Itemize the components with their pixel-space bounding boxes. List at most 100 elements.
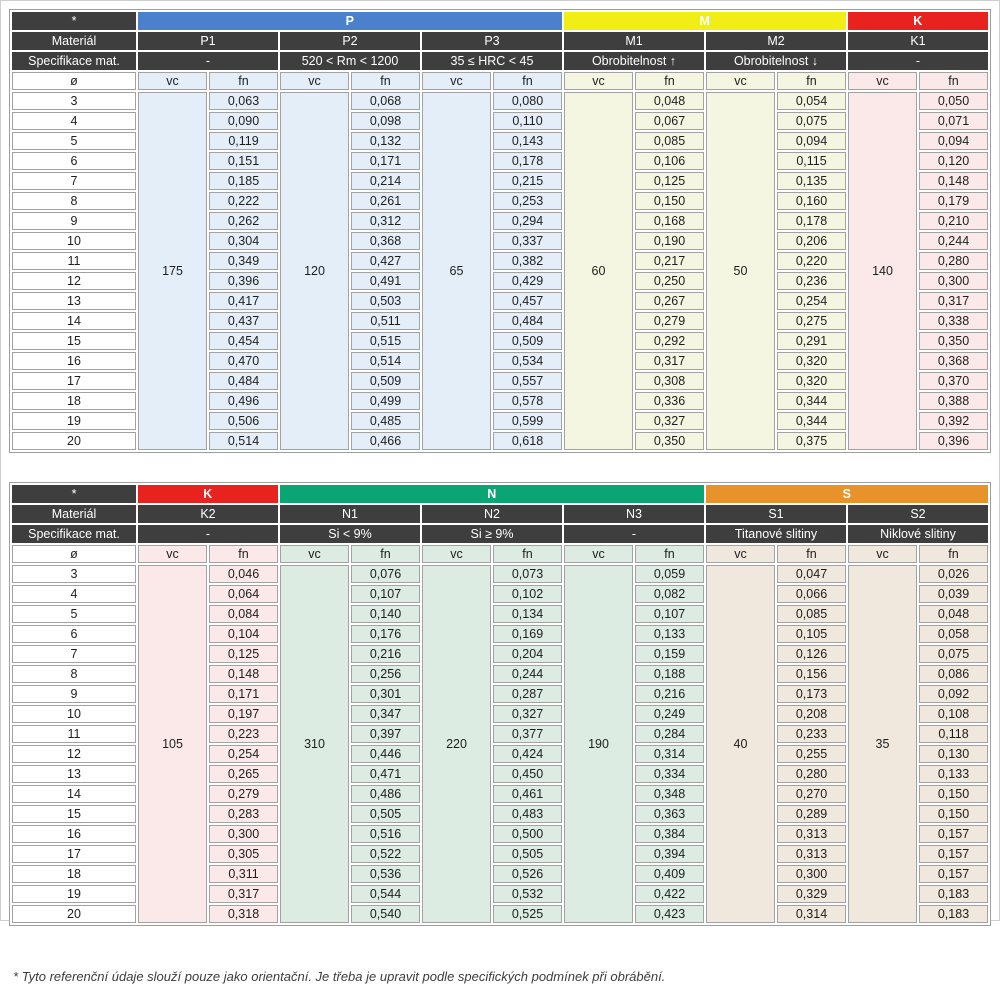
vc-value-cell-N2: 220 [422,565,491,923]
fn-value-cell-N2: 0,327 [493,705,562,723]
vc-value-cell-N3: 190 [564,565,633,923]
fn-value-cell-S1: 0,105 [777,625,846,643]
fn-value-cell-N2: 0,461 [493,785,562,803]
fn-value-cell-S1: 0,270 [777,785,846,803]
fn-value-cell-K1: 0,210 [919,212,988,230]
fn-value-cell-M1: 0,279 [635,312,704,330]
fn-value-cell-K2: 0,254 [209,745,278,763]
corner-star-header: * [12,485,136,503]
material-header-M2: M2 [706,32,846,50]
fn-value-cell-K1: 0,094 [919,132,988,150]
fn-value-cell-P1: 0,151 [209,152,278,170]
spec-header-P1: - [138,52,278,70]
fn-value-cell-P1: 0,484 [209,372,278,390]
material-header-K2: K2 [138,505,278,523]
fn-value-cell-P3: 0,457 [493,292,562,310]
fn-value-cell-K2: 0,317 [209,885,278,903]
fn-value-cell-S2: 0,026 [919,565,988,583]
fn-value-cell-N3: 0,249 [635,705,704,723]
fn-value-cell-K2: 0,064 [209,585,278,603]
fn-value-cell-P2: 0,503 [351,292,420,310]
fn-value-cell-N3: 0,314 [635,745,704,763]
fn-value-cell-S2: 0,092 [919,685,988,703]
fn-value-cell-M1: 0,125 [635,172,704,190]
fn-value-cell-M1: 0,150 [635,192,704,210]
fn-value-cell-M1: 0,217 [635,252,704,270]
fn-value-cell-M1: 0,168 [635,212,704,230]
fn-value-cell-N1: 0,522 [351,845,420,863]
cutting-data-table-bottom: * K N S Materiál K2 N1 N2 N3 S1 S2 Specifikace mat.… [9,482,991,926]
fn-value-cell-P1: 0,090 [209,112,278,130]
vc-column-header-P3: vc [422,72,491,90]
fn-value-cell-N2: 0,424 [493,745,562,763]
fn-value-cell-N1: 0,505 [351,805,420,823]
diameter-cell: 11 [12,725,136,743]
fn-value-cell-N3: 0,216 [635,685,704,703]
diameter-cell: 5 [12,132,136,150]
fn-value-cell-M2: 0,094 [777,132,846,150]
fn-value-cell-N1: 0,516 [351,825,420,843]
fn-value-cell-N2: 0,526 [493,865,562,883]
fn-value-cell-N3: 0,348 [635,785,704,803]
fn-value-cell-N1: 0,176 [351,625,420,643]
diameter-cell: 9 [12,212,136,230]
fn-value-cell-N1: 0,216 [351,645,420,663]
fn-value-cell-P1: 0,470 [209,352,278,370]
fn-value-cell-K1: 0,300 [919,272,988,290]
fn-value-cell-P3: 0,294 [493,212,562,230]
fn-value-cell-P2: 0,515 [351,332,420,350]
spec-header-S2: Niklové slitiny [848,525,988,543]
fn-value-cell-P1: 0,454 [209,332,278,350]
fn-value-cell-K2: 0,318 [209,905,278,923]
diameter-cell: 7 [12,645,136,663]
fn-column-header-P2: fn [351,72,420,90]
diameter-cell: 3 [12,565,136,583]
fn-value-cell-S2: 0,048 [919,605,988,623]
diameter-cell: 10 [12,232,136,250]
fn-value-cell-M1: 0,317 [635,352,704,370]
fn-value-cell-P1: 0,496 [209,392,278,410]
fn-value-cell-S1: 0,047 [777,565,846,583]
fn-value-cell-N1: 0,446 [351,745,420,763]
fn-value-cell-S2: 0,183 [919,885,988,903]
fn-value-cell-P2: 0,485 [351,412,420,430]
fn-value-cell-N2: 0,102 [493,585,562,603]
fn-value-cell-S1: 0,289 [777,805,846,823]
fn-value-cell-S2: 0,118 [919,725,988,743]
diameter-cell: 17 [12,845,136,863]
fn-value-cell-S1: 0,233 [777,725,846,743]
fn-value-cell-N3: 0,334 [635,765,704,783]
vc-value-cell-M1: 60 [564,92,633,450]
fn-value-cell-S2: 0,086 [919,665,988,683]
fn-value-cell-N3: 0,284 [635,725,704,743]
fn-column-header-P3: fn [493,72,562,90]
fn-value-cell-M2: 0,206 [777,232,846,250]
fn-value-cell-P2: 0,068 [351,92,420,110]
spec-row-label: Specifikace mat. [12,525,136,543]
spec-header-P3: 35 ≤ HRC < 45 [422,52,562,70]
fn-value-cell-P1: 0,396 [209,272,278,290]
fn-value-cell-K2: 0,125 [209,645,278,663]
fn-value-cell-N1: 0,107 [351,585,420,603]
fn-value-cell-S1: 0,300 [777,865,846,883]
fn-value-cell-M1: 0,308 [635,372,704,390]
fn-value-cell-N3: 0,409 [635,865,704,883]
fn-value-cell-K1: 0,280 [919,252,988,270]
material-row-label: Materiál [12,32,136,50]
diameter-cell: 10 [12,705,136,723]
fn-value-cell-S1: 0,329 [777,885,846,903]
spec-header-K2: - [138,525,278,543]
fn-value-cell-P3: 0,215 [493,172,562,190]
fn-value-cell-P3: 0,618 [493,432,562,450]
fn-value-cell-M1: 0,085 [635,132,704,150]
fn-value-cell-P1: 0,304 [209,232,278,250]
fn-value-cell-S2: 0,183 [919,905,988,923]
fn-value-cell-S1: 0,085 [777,605,846,623]
fn-value-cell-P1: 0,437 [209,312,278,330]
diameter-cell: 14 [12,785,136,803]
vc-column-header-N1: vc [280,545,349,563]
group-header-S: S [706,485,988,503]
fn-value-cell-P1: 0,262 [209,212,278,230]
fn-value-cell-K1: 0,370 [919,372,988,390]
fn-value-cell-P3: 0,382 [493,252,562,270]
